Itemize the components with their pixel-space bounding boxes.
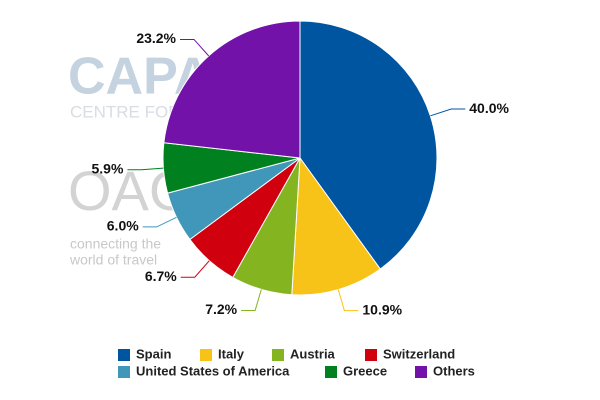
data-label: 10.9% bbox=[362, 301, 402, 317]
legend-swatch bbox=[415, 366, 427, 378]
legend-swatch bbox=[118, 349, 130, 361]
legend-label: Greece bbox=[343, 363, 387, 378]
data-label: 7.2% bbox=[205, 301, 237, 317]
pie-slice bbox=[163, 20, 301, 159]
legend-label: Italy bbox=[218, 346, 245, 361]
legend-label: Others bbox=[433, 363, 475, 378]
leader-line bbox=[142, 216, 177, 228]
data-label: 40.0% bbox=[469, 100, 509, 116]
data-label: 5.9% bbox=[92, 160, 124, 176]
leader-line bbox=[180, 38, 210, 57]
leader-line bbox=[241, 289, 262, 312]
legend-swatch bbox=[365, 349, 377, 361]
data-label: 6.7% bbox=[145, 268, 177, 284]
legend-label: Austria bbox=[290, 346, 336, 361]
legend-swatch bbox=[325, 366, 337, 378]
legend-swatch bbox=[118, 366, 130, 378]
data-label: 23.2% bbox=[136, 30, 176, 46]
legend-label: Spain bbox=[136, 346, 171, 361]
legend-swatch bbox=[272, 349, 284, 361]
legend-label: United States of America bbox=[136, 363, 290, 378]
watermark-tagline: world of travel bbox=[69, 252, 157, 268]
leader-line bbox=[430, 108, 466, 117]
leader-line bbox=[337, 289, 359, 312]
leader-line bbox=[180, 260, 210, 278]
leader-line bbox=[127, 167, 164, 171]
data-label: 6.0% bbox=[107, 218, 139, 234]
legend-label: Switzerland bbox=[383, 346, 455, 361]
watermark-tagline: connecting the bbox=[70, 236, 161, 252]
legend-swatch bbox=[200, 349, 212, 361]
